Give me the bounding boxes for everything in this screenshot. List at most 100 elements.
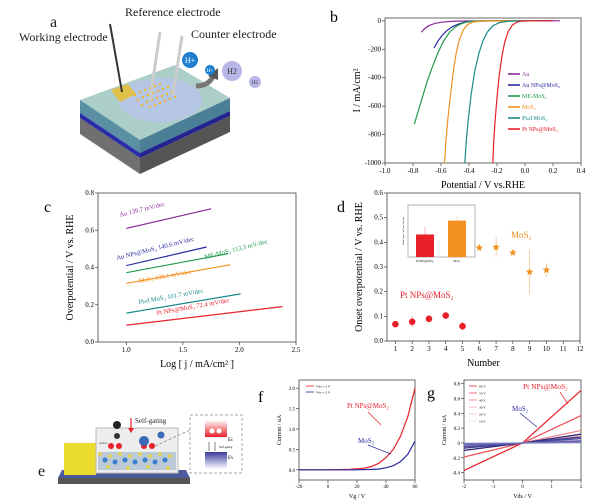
- slope-annotation: Au NPs@MoS₂ 140.6 mV/dec: [116, 236, 195, 262]
- y-tick-label: 0.4: [85, 264, 94, 272]
- grey-layer-right: [140, 116, 230, 174]
- x-tick-label: 0: [327, 485, 330, 490]
- h-plus-ion-icon: [205, 65, 215, 75]
- series-annotation: MoS₂: [358, 437, 375, 445]
- x-tick-label: 6: [478, 345, 482, 353]
- annotation-arrow: [367, 444, 392, 455]
- x-tick-label: 0.0: [521, 167, 530, 175]
- ec-label: Ec: [228, 438, 234, 443]
- y-tick-label: 0.2: [85, 301, 94, 309]
- blue-layer-left: [80, 113, 140, 158]
- h-plus-ion-icon: [182, 52, 198, 68]
- x-tick-label: -0.8: [407, 167, 419, 175]
- series-line-mos2: [126, 264, 231, 284]
- x-tick-label: 11: [560, 345, 567, 353]
- series-line-pt-nps@mos2: [126, 306, 283, 326]
- x-tick-label: -0.6: [435, 167, 447, 175]
- legend-label: Vds = 2 V: [316, 391, 331, 395]
- series-line-au: [126, 208, 212, 229]
- grey-layer-left: [80, 118, 140, 174]
- series-line-pt_sd-mos2: [126, 293, 241, 314]
- y-tick-label: 0.4: [374, 238, 383, 246]
- y-tick-label: 0: [378, 17, 382, 25]
- data-point: [425, 315, 433, 323]
- y-tick-label: -0.2: [452, 457, 460, 462]
- legend-label: Ptₛd MoS₂: [522, 116, 547, 122]
- h-plus-ion-icon: [114, 433, 120, 439]
- y-tick-label: 0.3: [374, 263, 383, 271]
- data-point: [459, 322, 466, 330]
- ion-label: H2: [227, 67, 237, 76]
- gold-contact: [111, 84, 136, 102]
- x-tick-label: -0.2: [491, 167, 503, 175]
- ion-label: H2: [252, 81, 259, 86]
- data-point: [408, 318, 416, 326]
- x-tick-label: 1.0: [122, 346, 131, 354]
- front-right-face: [140, 98, 230, 153]
- data-point: [475, 243, 484, 251]
- legend-label: 20 V: [479, 413, 486, 417]
- annotation-arrow: [367, 411, 382, 426]
- inset-bar: [448, 220, 466, 257]
- reference-electrode-rod: [148, 31, 162, 101]
- x-tick-label: 0.2: [549, 167, 558, 175]
- series-line-au: [420, 20, 560, 33]
- x-tick-label: 2.5: [292, 346, 301, 354]
- data-point: [509, 248, 517, 256]
- x-axis-label: Number: [467, 358, 500, 369]
- series-line-me-mos2: [126, 253, 229, 274]
- chart-f: f -20 0 20 40 60 0.0 0.5 1.0 1.5 2.0 Vg / V Current …: [258, 379, 418, 500]
- fet-schematic-e: Self-gating active Ec Ev Self-gating: [58, 414, 243, 484]
- x-tick-label: 20: [355, 485, 361, 490]
- series-annotation: Pt NPs@MoS₂: [523, 382, 568, 391]
- h-plus-ion-icon: [113, 421, 121, 429]
- self-gating-label: Self-gating: [135, 417, 167, 425]
- y-tick-label: -200: [368, 45, 381, 53]
- panel-label-g: g: [427, 385, 435, 402]
- panel-label-c: c: [44, 199, 51, 216]
- legend-label: 60 V: [479, 385, 486, 389]
- x-tick-label: 1: [551, 485, 554, 490]
- x-tick-label: 10: [543, 345, 551, 353]
- series-line-au-nps@mos2: [126, 246, 207, 267]
- slope-annotation: MoS₂ 108.1 mV/dec: [138, 269, 192, 285]
- h2-molecule-icon: [249, 76, 261, 88]
- blue-layer-right: [140, 111, 230, 158]
- x-tick-label: -1.0: [379, 167, 391, 175]
- legend-label: 10 V: [479, 420, 486, 424]
- slope-annotation: Au 139.7 mV/dec: [119, 201, 166, 219]
- x-tick-label: 2.0: [235, 346, 244, 354]
- x-tick-label: 5: [461, 345, 465, 353]
- ion-label: H+: [207, 69, 214, 74]
- y-tick-label: 1.5: [289, 408, 296, 413]
- substrate-base: [58, 478, 190, 484]
- reference-electrode-label: Reference electrode: [125, 5, 221, 19]
- h2-molecule-icon: [139, 436, 149, 446]
- panel-label-a: a: [50, 14, 58, 31]
- x-tick-label: 9: [528, 345, 532, 353]
- electrolyte-droplet: [118, 78, 202, 122]
- annotation-arrow: [519, 412, 538, 428]
- panel-label-e: e: [38, 463, 46, 480]
- x-tick-label: 12: [577, 345, 585, 353]
- y-tick-label: 0.8: [454, 383, 461, 388]
- x-tick-label: -20: [296, 485, 303, 490]
- legend-label: 40 V: [479, 399, 486, 403]
- data-point: [392, 320, 399, 328]
- inset-y-label: Tafel slope / mV per decade: [402, 216, 405, 245]
- band-diagram-inset: [189, 414, 243, 474]
- y-tick-label: 0.6: [374, 189, 383, 197]
- device-schematic: H+ H+ H2 H2: [80, 23, 261, 174]
- data-point: [492, 243, 500, 251]
- y-tick-label: -400: [368, 74, 381, 82]
- legend-label: Au NPs@MoS₂: [522, 83, 560, 89]
- series-line-mos2: [299, 440, 416, 471]
- nanoparticle-array: [133, 82, 177, 109]
- inset-bar-chart: Pt NPs@MoS₂ MoS₂ Tafel slope / mV per deca…: [402, 204, 476, 263]
- counter-electrode-rod: [171, 35, 184, 96]
- x-tick-label: 1.5: [178, 346, 187, 354]
- x-tick-label: -0.4: [463, 167, 475, 175]
- slope-annotation: ME-MoS₂ 113.3 mV/dec: [204, 238, 269, 261]
- series-line-pt_sd-mos2: [464, 20, 542, 164]
